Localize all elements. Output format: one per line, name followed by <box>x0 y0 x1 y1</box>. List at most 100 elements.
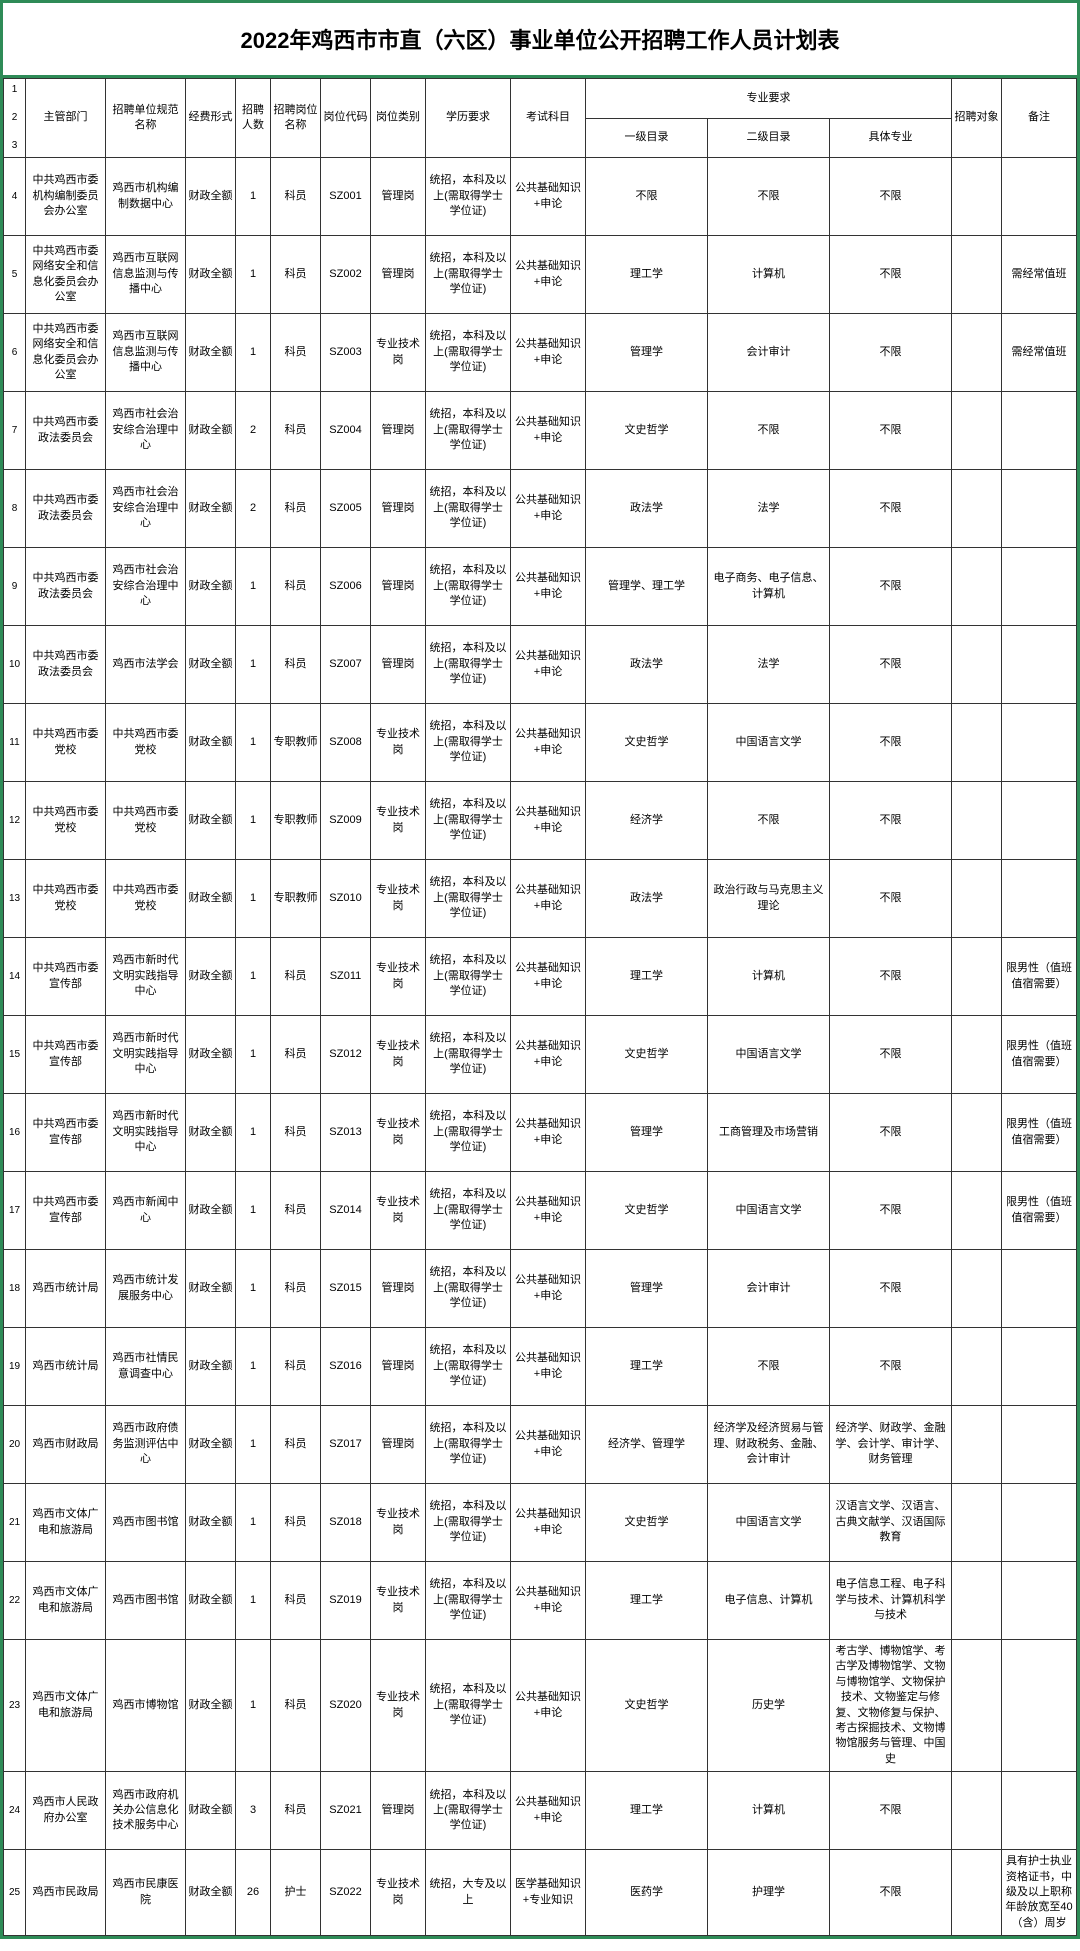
cell-remark <box>1002 782 1077 860</box>
cell-cat2: 电子信息、计算机 <box>708 1562 830 1640</box>
cell-dept: 中共鸡西市委宣传部 <box>26 1172 106 1250</box>
cell-dept: 中共鸡西市委党校 <box>26 860 106 938</box>
cell-cat2: 计算机 <box>708 236 830 314</box>
cell-code: SZ007 <box>321 626 371 704</box>
cell-dept: 中共鸡西市委党校 <box>26 782 106 860</box>
table-row: 16中共鸡西市委宣传部鸡西市新时代文明实践指导中心财政全额1科员SZ013专业技… <box>4 1094 1077 1172</box>
cell-unit: 鸡西市社情民意调查中心 <box>106 1328 186 1406</box>
cell-cat1: 文史哲学 <box>586 1172 708 1250</box>
cell-type: 管理岗 <box>371 1406 426 1484</box>
cell-cat1: 文史哲学 <box>586 1016 708 1094</box>
cell-count: 1 <box>236 626 271 704</box>
cell-cat2: 不限 <box>708 1328 830 1406</box>
cell-cat2: 不限 <box>708 392 830 470</box>
cell-n: 25 <box>4 1850 26 1936</box>
cell-unit: 鸡西市法学会 <box>106 626 186 704</box>
header-edu: 学历要求 <box>426 79 511 158</box>
cell-count: 1 <box>236 1484 271 1562</box>
cell-exam: 公共基础知识+申论 <box>511 1328 586 1406</box>
cell-spec: 不限 <box>830 470 952 548</box>
cell-n: 22 <box>4 1562 26 1640</box>
table-row: 20鸡西市财政局鸡西市政府债务监测评估中心财政全额1科员SZ017管理岗统招，本… <box>4 1406 1077 1484</box>
table-row: 14中共鸡西市委宣传部鸡西市新时代文明实践指导中心财政全额1科员SZ011专业技… <box>4 938 1077 1016</box>
cell-unit: 鸡西市社会治安综合治理中心 <box>106 548 186 626</box>
cell-fund: 财政全额 <box>186 1484 236 1562</box>
cell-posname: 护士 <box>271 1850 321 1936</box>
header-cat2: 二级目录 <box>708 118 830 158</box>
cell-remark <box>1002 158 1077 236</box>
cell-n: 24 <box>4 1772 26 1850</box>
cell-remark <box>1002 392 1077 470</box>
header-fund: 经费形式 <box>186 79 236 158</box>
cell-posname: 科员 <box>271 470 321 548</box>
cell-code: SZ020 <box>321 1640 371 1772</box>
cell-count: 1 <box>236 860 271 938</box>
cell-cat2: 护理学 <box>708 1850 830 1936</box>
cell-dept: 鸡西市统计局 <box>26 1328 106 1406</box>
cell-exam: 公共基础知识+申论 <box>511 1094 586 1172</box>
cell-remark <box>1002 1562 1077 1640</box>
cell-n: 23 <box>4 1640 26 1772</box>
cell-fund: 财政全额 <box>186 1016 236 1094</box>
header-unit: 招聘单位规范名称 <box>106 79 186 158</box>
cell-unit: 中共鸡西市委党校 <box>106 860 186 938</box>
cell-edu: 统招，本科及以上(需取得学士学位证) <box>426 1094 511 1172</box>
cell-cat2: 不限 <box>708 782 830 860</box>
cell-fund: 财政全额 <box>186 1172 236 1250</box>
cell-unit: 中共鸡西市委党校 <box>106 704 186 782</box>
cell-edu: 统招，本科及以上(需取得学士学位证) <box>426 548 511 626</box>
cell-cat2: 经济学及经济贸易与管理、财政税务、金融、会计审计 <box>708 1406 830 1484</box>
cell-code: SZ001 <box>321 158 371 236</box>
cell-edu: 统招，本科及以上(需取得学士学位证) <box>426 1484 511 1562</box>
cell-fund: 财政全额 <box>186 626 236 704</box>
table-row: 7中共鸡西市委政法委员会鸡西市社会治安综合治理中心财政全额2科员SZ004管理岗… <box>4 392 1077 470</box>
cell-edu: 统招，本科及以上(需取得学士学位证) <box>426 938 511 1016</box>
cell-exam: 公共基础知识+申论 <box>511 704 586 782</box>
cell-exam: 公共基础知识+申论 <box>511 1562 586 1640</box>
cell-code: SZ022 <box>321 1850 371 1936</box>
cell-spec: 不限 <box>830 548 952 626</box>
header-remark: 备注 <box>1002 79 1077 158</box>
cell-spec: 不限 <box>830 1850 952 1936</box>
cell-exam: 公共基础知识+申论 <box>511 938 586 1016</box>
cell-cat2: 历史学 <box>708 1640 830 1772</box>
cell-target <box>952 1016 1002 1094</box>
cell-count: 1 <box>236 158 271 236</box>
cell-type: 专业技术岗 <box>371 1016 426 1094</box>
cell-remark: 限男性（值班值宿需要） <box>1002 1094 1077 1172</box>
table-row: 10中共鸡西市委政法委员会鸡西市法学会财政全额1科员SZ007管理岗统招，本科及… <box>4 626 1077 704</box>
cell-exam: 公共基础知识+申论 <box>511 1250 586 1328</box>
header-target: 招聘对象 <box>952 79 1002 158</box>
cell-fund: 财政全额 <box>186 1250 236 1328</box>
cell-cat1: 医药学 <box>586 1850 708 1936</box>
cell-target <box>952 1406 1002 1484</box>
cell-count: 1 <box>236 1640 271 1772</box>
cell-code: SZ008 <box>321 704 371 782</box>
cell-edu: 统招，本科及以上(需取得学士学位证) <box>426 1562 511 1640</box>
cell-target <box>952 860 1002 938</box>
cell-dept: 中共鸡西市委政法委员会 <box>26 626 106 704</box>
cell-code: SZ012 <box>321 1016 371 1094</box>
cell-edu: 统招，本科及以上(需取得学士学位证) <box>426 1172 511 1250</box>
cell-exam: 公共基础知识+申论 <box>511 548 586 626</box>
cell-spec: 不限 <box>830 1250 952 1328</box>
cell-n: 15 <box>4 1016 26 1094</box>
cell-unit: 鸡西市社会治安综合治理中心 <box>106 392 186 470</box>
cell-fund: 财政全额 <box>186 548 236 626</box>
header-spec: 具体专业 <box>830 118 952 158</box>
recruitment-table: 123 主管部门 招聘单位规范名称 经费形式 招聘人数 招聘岗位名称 岗位代码 … <box>3 78 1077 1936</box>
cell-cat1: 政法学 <box>586 626 708 704</box>
cell-n: 16 <box>4 1094 26 1172</box>
cell-cat2: 不限 <box>708 158 830 236</box>
cell-type: 管理岗 <box>371 1328 426 1406</box>
cell-type: 专业技术岗 <box>371 1562 426 1640</box>
header-cat1: 一级目录 <box>586 118 708 158</box>
cell-edu: 统招，本科及以上(需取得学士学位证) <box>426 236 511 314</box>
cell-target <box>952 1772 1002 1850</box>
table-row: 19鸡西市统计局鸡西市社情民意调查中心财政全额1科员SZ016管理岗统招，本科及… <box>4 1328 1077 1406</box>
cell-unit: 鸡西市新时代文明实践指导中心 <box>106 1094 186 1172</box>
cell-count: 1 <box>236 1016 271 1094</box>
cell-count: 1 <box>236 236 271 314</box>
cell-unit: 鸡西市政府债务监测评估中心 <box>106 1406 186 1484</box>
cell-n: 14 <box>4 938 26 1016</box>
